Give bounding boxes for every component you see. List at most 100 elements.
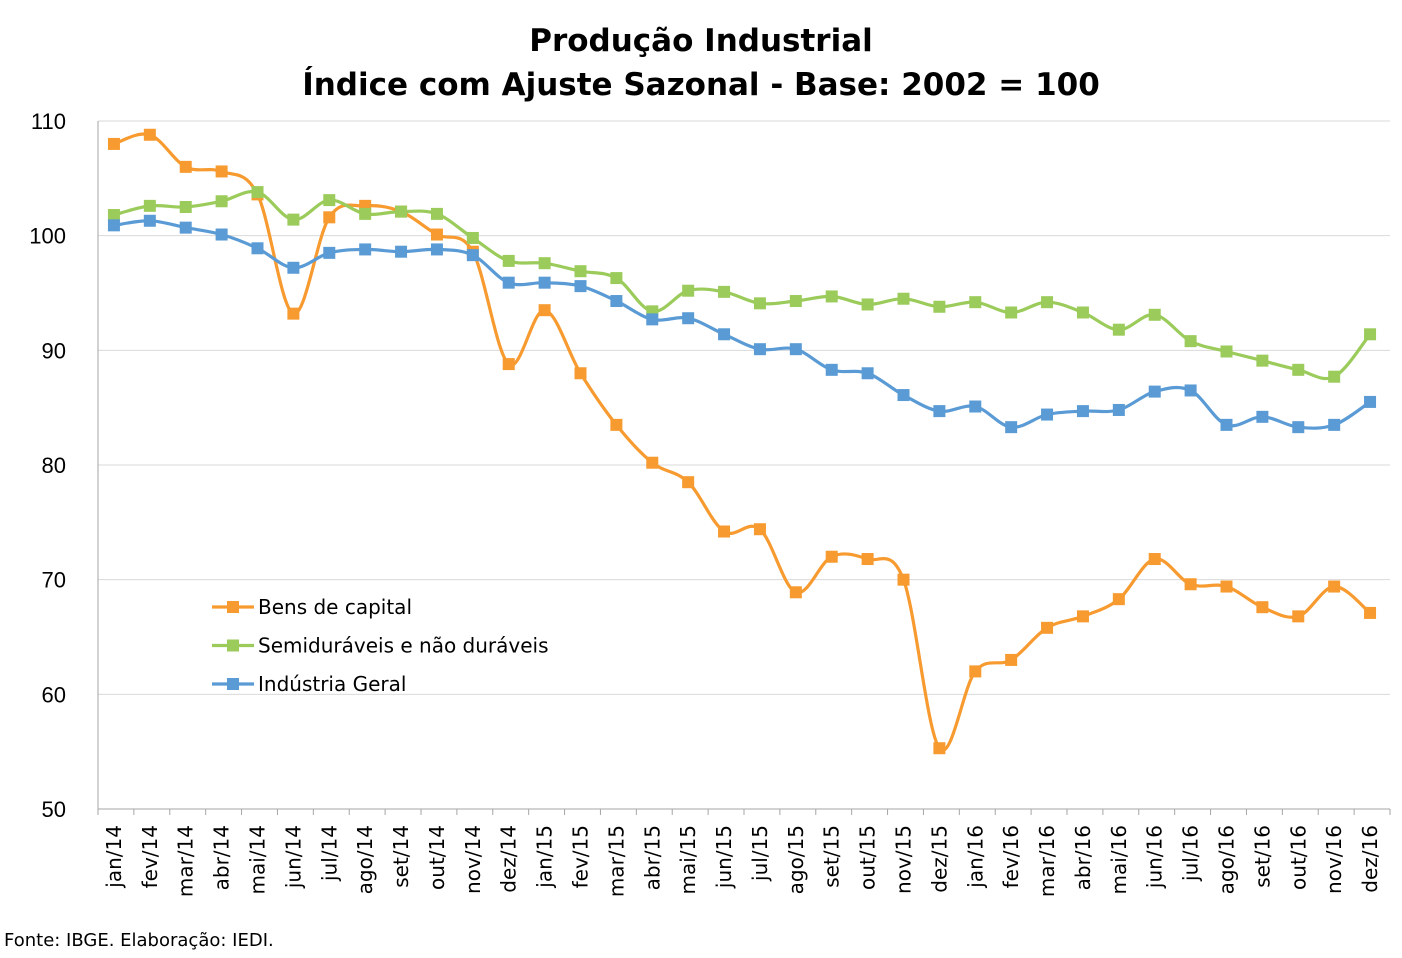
- x-tick-label: jun/16: [1143, 825, 1167, 889]
- legend-item: Bens de capital: [212, 595, 412, 619]
- data-point-marker: [933, 742, 946, 755]
- x-tick-label: mar/15: [604, 825, 628, 897]
- data-point-marker: [107, 219, 120, 232]
- legend-item: Indústria Geral: [212, 672, 406, 696]
- data-point-marker: [107, 137, 120, 150]
- data-point-marker: [1076, 610, 1089, 623]
- x-tick-label: abr/16: [1071, 825, 1095, 890]
- series-2: [107, 186, 1377, 383]
- data-point-marker: [574, 265, 587, 278]
- x-tick-label: ago/15: [784, 825, 808, 894]
- x-tick-label: ago/14: [353, 825, 377, 894]
- data-point-marker: [430, 243, 443, 256]
- x-tick-label: jul/14: [317, 825, 341, 882]
- data-point-marker: [251, 242, 264, 255]
- data-point-marker: [1112, 323, 1125, 336]
- data-point-marker: [359, 207, 372, 220]
- x-tick-label: abr/15: [640, 825, 664, 890]
- data-point-marker: [861, 298, 874, 311]
- legend-label: Indústria Geral: [258, 672, 406, 696]
- data-point-marker: [825, 550, 838, 563]
- data-point-marker: [1328, 370, 1341, 383]
- data-point-marker: [1364, 606, 1377, 619]
- data-point-marker: [359, 243, 372, 256]
- data-point-marker: [682, 284, 695, 297]
- x-tick-label: dez/14: [497, 825, 521, 893]
- y-tick-label: 110: [31, 109, 66, 134]
- data-point-marker: [789, 586, 802, 599]
- data-point-marker: [825, 290, 838, 303]
- data-point-marker: [1328, 580, 1341, 593]
- data-point-marker: [502, 358, 515, 371]
- data-point-marker: [1005, 306, 1018, 319]
- legend-swatch-marker: [227, 601, 239, 613]
- data-point-marker: [179, 160, 192, 173]
- x-tick-label: fev/14: [138, 825, 162, 888]
- x-tick-label: out/14: [425, 825, 449, 890]
- data-point-marker: [1005, 421, 1018, 434]
- series-group: [107, 128, 1377, 755]
- data-point-marker: [1292, 610, 1305, 623]
- x-tick-label: out/15: [856, 825, 880, 890]
- y-tick-label: 70: [42, 568, 66, 593]
- data-point-marker: [287, 213, 300, 226]
- data-point-marker: [430, 228, 443, 241]
- data-point-marker: [825, 363, 838, 376]
- data-point-marker: [1041, 621, 1054, 634]
- data-point-marker: [502, 276, 515, 289]
- x-tick-label: fev/15: [569, 825, 593, 888]
- source-note: Fonte: IBGE. Elaboração: IEDI.: [4, 930, 274, 951]
- y-axis: 50 60 70 80 90 100 110: [29, 109, 99, 822]
- data-point-marker: [1076, 405, 1089, 418]
- data-point-marker: [395, 245, 408, 258]
- chart-title: Produção Industrial: [529, 23, 873, 59]
- data-point-marker: [897, 389, 910, 402]
- data-point-marker: [215, 195, 228, 208]
- data-point-marker: [969, 400, 982, 413]
- x-tick-label: jul/15: [748, 825, 772, 882]
- data-point-marker: [1292, 363, 1305, 376]
- data-point-marker: [789, 295, 802, 308]
- x-tick-label: nov/15: [892, 825, 916, 894]
- data-point-marker: [646, 456, 659, 469]
- series-line: [113, 132, 1372, 752]
- data-point-marker: [682, 476, 695, 489]
- legend-swatch-marker: [227, 678, 239, 690]
- gridlines: [98, 120, 1390, 695]
- data-point-marker: [1364, 328, 1377, 341]
- data-point-marker: [574, 280, 587, 293]
- data-point-marker: [466, 231, 479, 244]
- x-tick-label: set/15: [820, 825, 844, 888]
- data-point-marker: [287, 261, 300, 274]
- data-point-marker: [1041, 296, 1054, 309]
- x-tick-label: mai/16: [1107, 825, 1131, 894]
- data-point-marker: [143, 128, 156, 141]
- data-point-marker: [897, 573, 910, 586]
- x-tick-label: jan/14: [102, 825, 126, 889]
- x-tick-label: mar/14: [174, 825, 198, 897]
- data-point-marker: [861, 553, 874, 566]
- x-tick-label: dez/16: [1358, 825, 1382, 893]
- data-point-marker: [1220, 345, 1233, 358]
- data-point-marker: [323, 246, 336, 259]
- data-point-marker: [718, 328, 731, 341]
- x-tick-label: fev/16: [999, 825, 1023, 888]
- data-point-marker: [1041, 408, 1054, 421]
- data-point-marker: [1005, 653, 1018, 666]
- data-point-marker: [287, 307, 300, 320]
- data-point-marker: [1220, 580, 1233, 593]
- data-point-marker: [538, 276, 551, 289]
- y-tick-label: 80: [42, 453, 66, 478]
- data-point-marker: [1220, 418, 1233, 431]
- data-point-marker: [789, 343, 802, 356]
- data-point-marker: [251, 186, 264, 199]
- data-point-marker: [107, 209, 120, 222]
- x-tick-label: nov/14: [461, 825, 485, 894]
- data-point-marker: [430, 207, 443, 220]
- x-tick-label: out/16: [1286, 825, 1310, 890]
- data-point-marker: [753, 523, 766, 536]
- x-tick-label: jul/16: [1179, 825, 1203, 882]
- data-point-marker: [610, 295, 623, 308]
- data-point-marker: [1112, 403, 1125, 416]
